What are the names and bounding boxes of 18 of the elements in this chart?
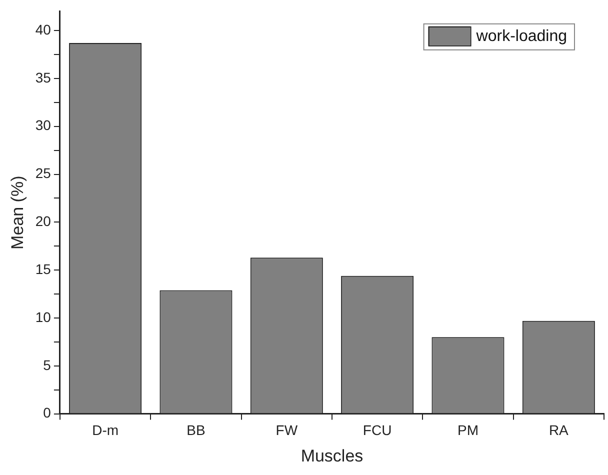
x-tick-label: BB xyxy=(186,422,206,438)
x-tick-label: D-m xyxy=(92,422,119,438)
y-tick-label: 0 xyxy=(43,404,52,421)
y-tick-label: 25 xyxy=(35,165,52,182)
y-tick-label: 30 xyxy=(35,117,52,134)
y-tick-label: 40 xyxy=(35,21,52,38)
y-tick-label: 10 xyxy=(35,308,52,325)
legend-label: work-loading xyxy=(475,28,568,45)
x-axis-title: Muscles xyxy=(300,446,364,466)
y-tick-label: 5 xyxy=(43,356,52,373)
y-tick-label: 35 xyxy=(35,69,52,86)
x-tick-label: FCU xyxy=(362,422,392,438)
x-tick-label: PM xyxy=(457,422,478,438)
x-tick-label: RA xyxy=(548,422,570,438)
y-tick-label: 20 xyxy=(35,213,52,230)
x-tick-label: FW xyxy=(276,422,298,438)
y-axis-title: Mean (%) xyxy=(8,176,27,250)
y-tick-label: 15 xyxy=(35,260,52,277)
